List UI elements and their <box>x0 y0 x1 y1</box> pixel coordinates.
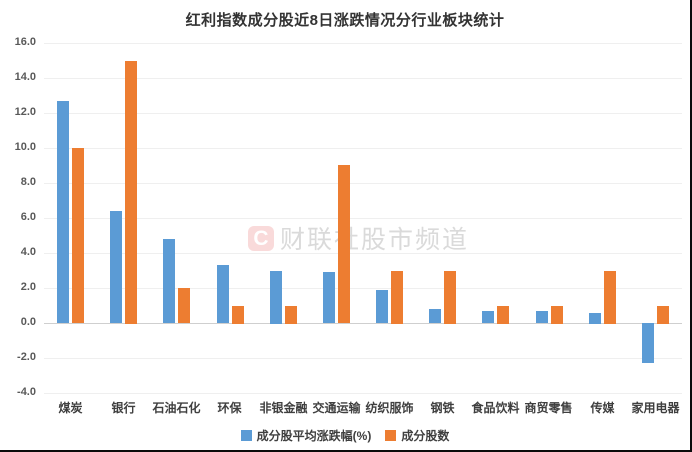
bar-count-煤炭 <box>72 148 84 323</box>
y-tick-label: 14.0 <box>14 71 36 83</box>
x-tick-label-纺织服饰: 纺织服饰 <box>365 401 414 415</box>
bar-change-银行 <box>110 211 122 323</box>
zero-axis-line <box>44 323 682 324</box>
bar-count-纺织服饰 <box>391 271 403 324</box>
bar-count-传媒 <box>604 271 616 324</box>
y-tick-label: 2.0 <box>20 281 36 293</box>
x-tick-label-食品饮料: 食品饮料 <box>471 401 520 415</box>
x-tick-label-煤炭: 煤炭 <box>58 401 83 415</box>
x-tick-label-商贸零售: 商贸零售 <box>524 401 573 415</box>
bar-change-商贸零售 <box>536 311 548 323</box>
cailianshe-logo-icon: C <box>248 225 274 251</box>
y-tick-label: -2.0 <box>17 351 36 363</box>
bar-change-非银金融 <box>270 271 282 324</box>
gridline <box>44 393 682 394</box>
legend: 成分股平均涨跌幅(%) 成分股数 <box>0 427 690 444</box>
watermark: C 财联社股市频道 <box>248 220 469 256</box>
gridline <box>44 218 682 219</box>
y-tick-label: 8.0 <box>20 176 36 188</box>
legend-swatch-icon <box>240 430 252 441</box>
y-tick-label: 16.0 <box>14 36 36 48</box>
bar-change-石油石化 <box>163 239 175 323</box>
y-tick-label: 10.0 <box>14 141 36 153</box>
y-tick-label: 0.0 <box>20 316 36 328</box>
bar-change-环保 <box>217 265 229 323</box>
bar-count-环保 <box>232 306 244 324</box>
y-tick-label: -4.0 <box>17 386 36 398</box>
gridline <box>44 253 682 254</box>
bar-count-交通运输 <box>338 165 350 323</box>
bar-change-家用电器 <box>642 323 654 363</box>
gridline <box>44 43 682 44</box>
x-tick-label-家用电器: 家用电器 <box>631 401 680 415</box>
bar-count-家用电器 <box>657 306 669 324</box>
gridline <box>44 183 682 184</box>
bar-count-非银金融 <box>285 306 297 324</box>
y-tick-label: 12.0 <box>14 106 36 118</box>
gridline <box>44 358 682 359</box>
x-tick-label-银行: 银行 <box>111 401 136 415</box>
legend-item-change: 成分股平均涨跌幅(%) <box>240 427 372 444</box>
watermark-text: 财联社股市频道 <box>280 226 470 254</box>
plot-area: C 财联社股市频道 <box>44 43 682 394</box>
bar-change-食品饮料 <box>482 311 494 323</box>
bar-change-纺织服饰 <box>376 290 388 323</box>
legend-label: 成分股数 <box>401 429 450 443</box>
x-tick-label-非银金融: 非银金融 <box>259 401 308 415</box>
legend-swatch-icon <box>385 430 397 441</box>
x-tick-label-传媒: 传媒 <box>590 401 615 415</box>
y-tick-label: 6.0 <box>20 211 36 223</box>
bar-change-交通运输 <box>323 272 335 323</box>
bar-change-煤炭 <box>57 101 69 323</box>
bar-count-钢铁 <box>444 271 456 324</box>
bar-change-传媒 <box>589 313 601 324</box>
bar-count-银行 <box>125 61 137 324</box>
gridline <box>44 288 682 289</box>
gridline <box>44 148 682 149</box>
gridline <box>44 113 682 114</box>
legend-item-count: 成分股数 <box>385 427 449 444</box>
x-tick-label-环保: 环保 <box>217 401 242 415</box>
y-tick-label: 4.0 <box>20 246 36 258</box>
gridline <box>44 78 682 79</box>
x-tick-label-石油石化: 石油石化 <box>152 401 201 415</box>
bar-change-钢铁 <box>429 309 441 323</box>
x-tick-label-交通运输: 交通运输 <box>312 401 361 415</box>
x-tick-label-钢铁: 钢铁 <box>430 401 455 415</box>
bar-count-商贸零售 <box>551 306 563 324</box>
legend-label: 成分股平均涨跌幅(%) <box>256 429 372 443</box>
bar-count-食品饮料 <box>497 306 509 324</box>
bar-count-石油石化 <box>178 288 190 323</box>
chart-title: 红利指数成分股近8日涨跌情况分行业板块统计 <box>185 12 505 29</box>
